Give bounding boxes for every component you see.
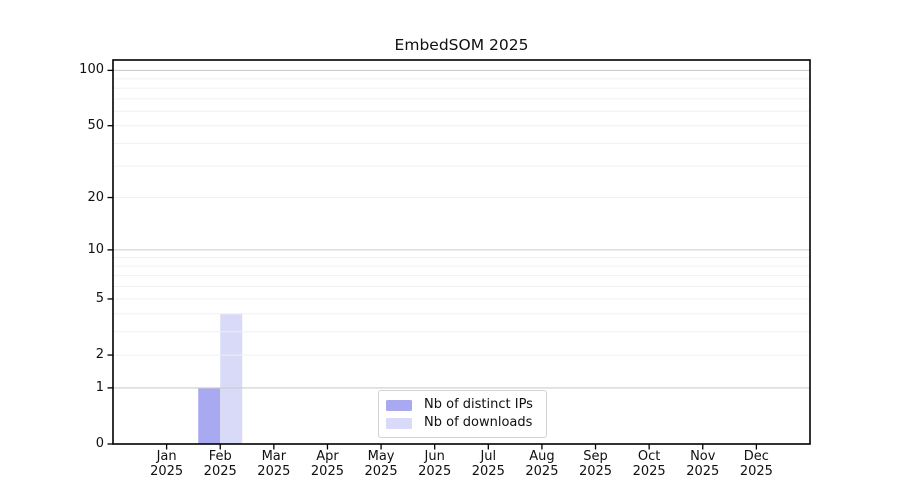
x-tick-label: Aug 2025	[525, 449, 559, 479]
bars	[198, 313, 243, 444]
x-tick-label: Oct 2025	[632, 449, 666, 479]
x-tick-label: Mar 2025	[257, 449, 291, 479]
y-tick-label: 20	[87, 189, 104, 205]
y-tick-label: 50	[87, 117, 104, 133]
legend-item: Nb of distinct IPs	[386, 397, 546, 413]
legend: Nb of distinct IPs Nb of downloads	[378, 390, 547, 438]
x-tick-label: Dec 2025	[739, 449, 773, 479]
legend-item: Nb of downloads	[386, 415, 546, 431]
legend-label: Nb of downloads	[424, 415, 533, 430]
bar	[220, 313, 243, 444]
x-tick-label: May 2025	[364, 449, 398, 479]
tick-marks	[107, 69, 758, 450]
x-tick-label: Jun 2025	[418, 449, 452, 479]
legend-swatch	[386, 399, 412, 411]
y-tick-label: 2	[95, 347, 104, 363]
y-tick-label: 100	[79, 62, 104, 78]
x-tick-label: Apr 2025	[310, 449, 344, 479]
x-tick-label: Feb 2025	[203, 449, 237, 479]
y-tick-label: 0	[95, 436, 104, 451]
axis-frame	[112, 59, 811, 445]
y-tick-label: 1	[95, 379, 104, 395]
bar	[198, 387, 221, 444]
x-tick-label: Jan 2025	[150, 449, 184, 479]
y-tick-label: 5	[95, 290, 104, 306]
gridlines	[113, 69, 810, 389]
legend-swatch	[386, 417, 412, 429]
chart-title: EmbedSOM 2025	[394, 36, 529, 54]
x-tick-label: Sep 2025	[578, 449, 613, 479]
y-tick-label: 10	[87, 241, 104, 257]
legend-label: Nb of distinct IPs	[424, 397, 533, 412]
x-tick-label: Nov 2025	[686, 449, 720, 479]
x-tick-label: Jul 2025	[471, 449, 505, 479]
